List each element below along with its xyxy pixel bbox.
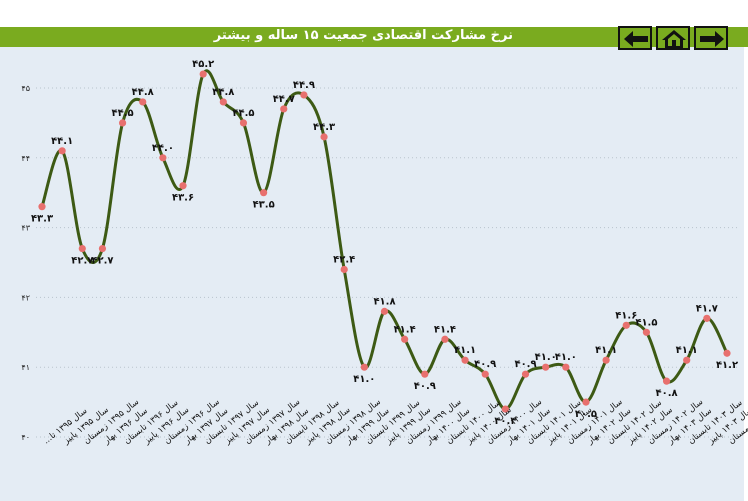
data-point <box>562 363 570 371</box>
data-label: ۴۰.۴ <box>494 416 516 427</box>
data-label: ۴۱.۰ <box>535 352 557 363</box>
data-point <box>622 321 630 329</box>
data-label: ۴۱.۸ <box>373 296 395 307</box>
data-point <box>723 349 731 357</box>
data-point <box>582 398 590 406</box>
data-point <box>380 307 389 315</box>
data-label: ۴۰.۹ <box>414 381 436 392</box>
data-label: ۴۴.۳ <box>313 122 335 133</box>
data-label: ۴۱.۰ <box>555 352 577 363</box>
data-label: ۴۰.۸ <box>656 388 678 399</box>
data-label: ۴۴.۵ <box>112 108 134 119</box>
data-point <box>542 363 550 371</box>
data-point <box>602 356 610 364</box>
data-point <box>239 119 248 127</box>
data-label: ۴۴.۸ <box>212 87 234 98</box>
data-label: ۴۲.۴ <box>333 254 355 265</box>
data-label: ۴۰.۵ <box>575 409 597 420</box>
data-label: ۴۵.۲ <box>192 59 214 70</box>
data-point <box>441 335 449 343</box>
data-point <box>340 265 348 274</box>
data-label: ۴۱.۷ <box>696 303 718 314</box>
data-label: ۴۴.۱ <box>51 136 73 147</box>
data-label: ۴۱.۱ <box>676 345 698 356</box>
data-label: ۴۴.۹ <box>293 80 315 91</box>
data-label: ۴۱.۴ <box>434 324 456 335</box>
data-label: ۴۴.۷ <box>273 94 295 105</box>
data-label: ۴۴.۰ <box>152 143 174 154</box>
data-point <box>461 356 469 364</box>
data-point <box>159 154 167 162</box>
data-label: ۴۲.۷ <box>91 256 113 267</box>
data-label: ۴۱.۰ <box>353 374 375 385</box>
markers <box>38 70 731 413</box>
data-label: ۴۱.۴ <box>394 324 416 335</box>
data-point <box>219 98 227 106</box>
data-point <box>642 328 651 336</box>
data-point <box>360 363 368 371</box>
data-point <box>98 244 107 253</box>
data-point <box>481 370 489 378</box>
data-label: ۴۴.۸ <box>132 87 154 98</box>
y-axis: ۴۰ ۴۱ ۴۲ ۴۳ ۴۴ ۴۵ <box>21 84 30 442</box>
data-label: ۴۳.۳ <box>31 214 53 225</box>
data-point <box>139 98 147 106</box>
data-point <box>521 370 530 378</box>
data-point <box>179 182 187 190</box>
data-point <box>199 70 207 78</box>
data-point <box>683 356 691 364</box>
title-bar: نرخ مشارکت اقتصادی جمعیت ۱۵ ساله و بیشتر <box>0 27 748 47</box>
data-label: ۴۰.۹ <box>474 359 496 370</box>
data-point <box>280 105 288 113</box>
data-point <box>320 133 328 141</box>
series-line <box>40 69 729 411</box>
data-label: ۴۱.۱ <box>595 345 617 356</box>
home-button[interactable] <box>656 26 690 50</box>
data-point <box>118 119 127 127</box>
data-point <box>421 370 429 378</box>
data-label: ۴۳.۵ <box>253 200 275 211</box>
data-label: ۴۱.۵ <box>635 317 657 328</box>
y-tick-label: ۴۰ <box>21 433 30 442</box>
data-label: ۴۱.۶ <box>615 310 637 321</box>
data-point <box>58 147 66 155</box>
data-point <box>300 91 308 99</box>
data-label: ۴۰.۹ <box>514 359 536 370</box>
data-point <box>38 203 46 211</box>
data-point <box>260 189 268 197</box>
data-point <box>501 405 509 413</box>
data-point <box>78 244 86 253</box>
y-tick-label: ۴۴ <box>21 154 30 163</box>
data-labels: ۴۳.۳ ۴۴.۱ ۴۲.۷۴۲.۷ ۴۴.۵ ۴۴.۸ ۴۴.۰ ۴۳.۶ ۴۵.۲ ۴۴.۸… <box>31 59 738 427</box>
data-label: ۴۱.۱ <box>454 345 476 356</box>
data-point <box>662 377 671 385</box>
y-tick-label: ۴۱ <box>21 363 30 372</box>
forward-button[interactable] <box>694 26 728 50</box>
page-title: نرخ مشارکت اقتصادی جمعیت ۱۵ ساله و بیشتر <box>213 28 513 43</box>
y-tick-label: ۴۳ <box>21 224 30 233</box>
chart-frame <box>0 27 748 501</box>
data-point <box>401 335 409 343</box>
data-label: ۴۴.۵ <box>232 108 254 119</box>
home-icon <box>662 30 686 48</box>
data-label: ۴۳.۶ <box>172 193 194 204</box>
y-tick-label: ۴۲ <box>21 293 30 302</box>
data-label: ۴۲.۷ <box>71 256 93 267</box>
data-label: ۴۱.۲ <box>716 360 738 371</box>
frame-edge <box>744 47 748 501</box>
arrow-left-icon <box>624 31 648 47</box>
grid-layer <box>36 87 740 438</box>
data-point <box>703 314 711 322</box>
arrow-right-icon <box>700 31 724 47</box>
y-tick-label: ۴۵ <box>21 84 30 93</box>
back-button[interactable] <box>618 26 652 50</box>
